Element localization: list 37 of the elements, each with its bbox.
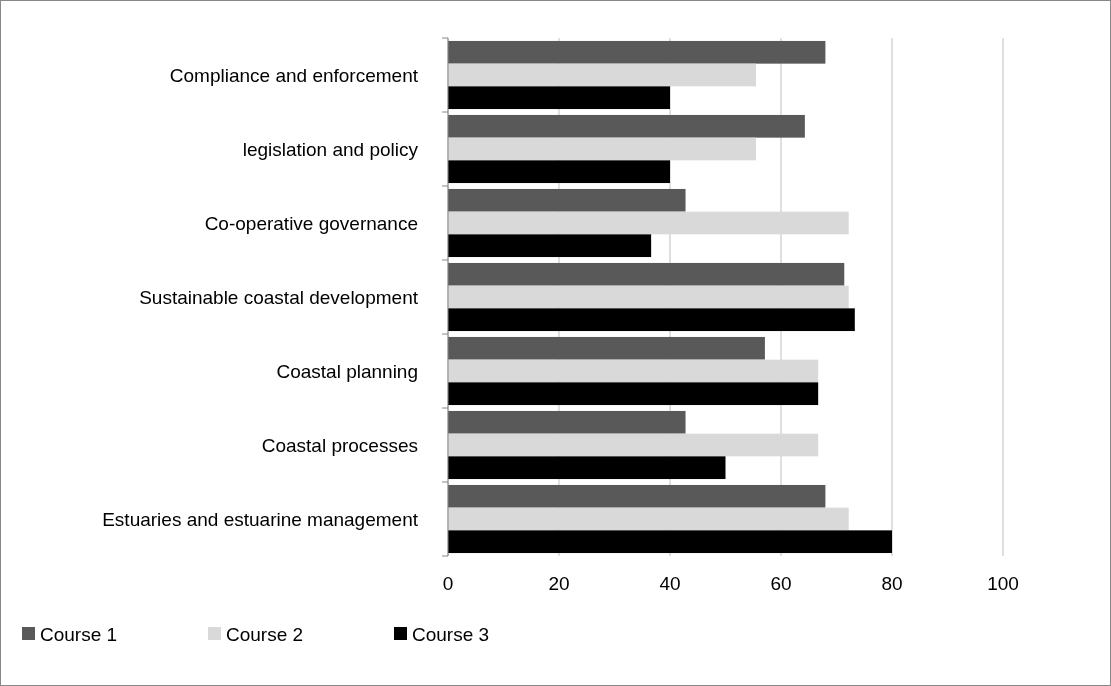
bar: [448, 86, 670, 110]
bar: [448, 160, 670, 184]
x-tick-label: 0: [442, 573, 454, 594]
legend-label: Course 1: [40, 623, 118, 645]
bar: [448, 188, 686, 212]
bar: [448, 308, 855, 332]
bar: [448, 63, 757, 87]
bar: [448, 382, 819, 406]
bar: [448, 410, 686, 434]
bar: [448, 336, 765, 360]
bar: [448, 262, 845, 286]
bar: [448, 484, 826, 508]
bar: [448, 433, 819, 457]
y-tick-label: Coastal processes: [261, 434, 418, 456]
x-tick-label: 40: [659, 573, 681, 594]
bar: [448, 359, 819, 383]
bar: [448, 507, 849, 531]
bar: [448, 530, 892, 554]
bar: [448, 234, 652, 258]
bar: [448, 114, 805, 138]
x-tick-label: 20: [548, 573, 570, 594]
x-tick-label: 80: [881, 573, 903, 594]
y-tick-label: Estuaries and estuarine management: [102, 508, 419, 530]
y-tick-label: Compliance and enforcement: [169, 64, 419, 86]
bar: [448, 211, 849, 235]
legend-label: Course 3: [412, 623, 490, 645]
y-tick-label: legislation and policy: [242, 138, 419, 160]
y-tick-label: Co-operative governance: [204, 212, 418, 234]
y-tick-label: Coastal planning: [276, 360, 418, 382]
bar: [448, 285, 849, 309]
bar: [448, 40, 826, 64]
x-tick-label: 60: [770, 573, 792, 594]
x-tick-label: 100: [987, 573, 1019, 594]
bar: [448, 137, 757, 161]
y-tick-label: Sustainable coastal development: [139, 286, 419, 308]
legend-label: Course 2: [226, 623, 304, 645]
bar: [448, 456, 726, 480]
